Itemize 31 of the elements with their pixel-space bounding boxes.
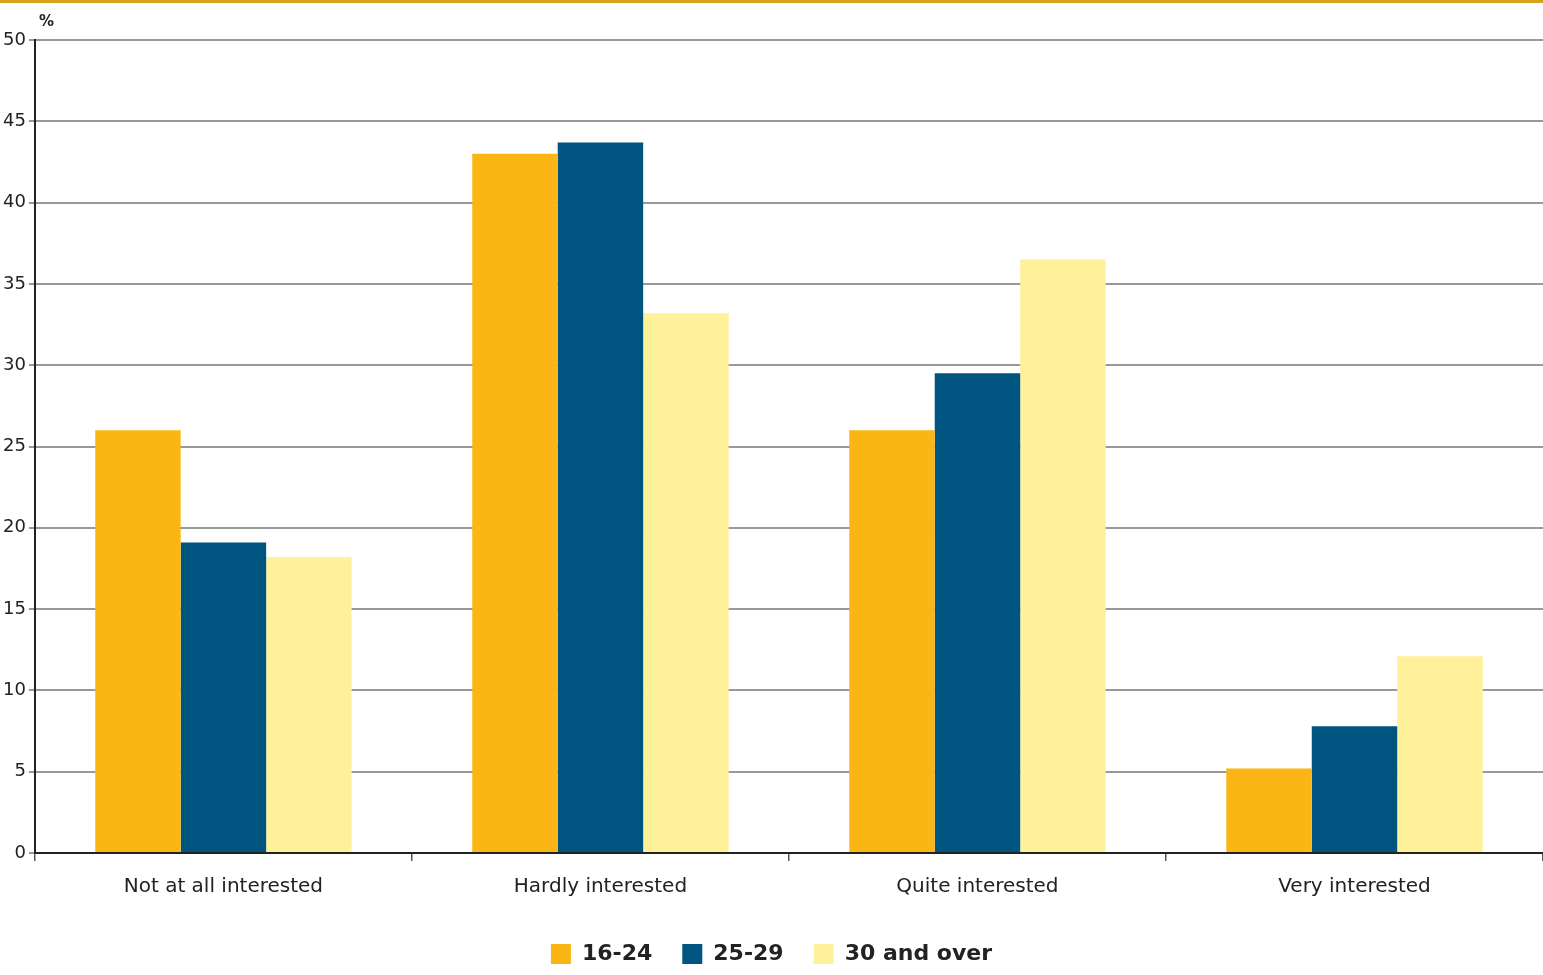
x-tick-label: Not at all interested — [123, 873, 324, 898]
y-tick-label: 30 — [3, 352, 26, 374]
bar — [1226, 768, 1312, 852]
legend-label: 25-29 — [713, 939, 784, 965]
y-tick-label: 0 — [14, 840, 26, 862]
y-tick-label: 40 — [3, 190, 26, 212]
legend-label: 30 and over — [844, 939, 993, 965]
bar — [95, 430, 181, 852]
bar — [934, 373, 1021, 852]
y-tick-label: 10 — [3, 678, 26, 700]
y-tick-label: 50 — [3, 27, 26, 49]
bar — [472, 153, 558, 852]
y-tick-label: 25 — [3, 434, 26, 456]
bar — [1020, 259, 1106, 852]
bar — [1397, 656, 1483, 852]
bar — [266, 557, 352, 852]
bar — [643, 313, 729, 852]
y-axis-title: % — [38, 12, 54, 31]
bar — [180, 542, 267, 852]
y-tick-label: 20 — [3, 515, 26, 537]
y-tick-label: 15 — [3, 596, 26, 618]
x-tick-label: Quite interested — [896, 873, 1059, 898]
bar — [557, 142, 644, 852]
y-tick-label: 5 — [14, 759, 26, 781]
bar — [849, 430, 935, 852]
bar — [1311, 726, 1398, 852]
x-tick-label: Very interested — [1278, 873, 1431, 898]
legend-label: 16-24 — [581, 939, 653, 965]
y-tick-label: 45 — [3, 108, 26, 130]
y-tick-label: 35 — [3, 271, 26, 293]
x-tick-label: Hardly interested — [513, 873, 688, 898]
